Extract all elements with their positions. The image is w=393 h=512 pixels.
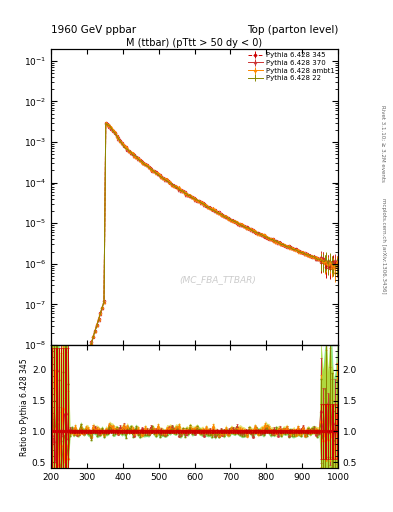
Text: 1960 GeV ppbar: 1960 GeV ppbar [51, 25, 136, 35]
Y-axis label: Ratio to Pythia 6.428 345: Ratio to Pythia 6.428 345 [20, 358, 29, 456]
Text: Rivet 3.1.10; ≥ 3.2M events: Rivet 3.1.10; ≥ 3.2M events [381, 105, 386, 182]
Text: mcplots.cern.ch [arXiv:1306.3436]: mcplots.cern.ch [arXiv:1306.3436] [381, 198, 386, 293]
Text: Top (parton level): Top (parton level) [246, 25, 338, 35]
Legend: Pythia 6.428 345, Pythia 6.428 370, Pythia 6.428 ambt1, Pythia 6.428 22: Pythia 6.428 345, Pythia 6.428 370, Pyth… [246, 51, 336, 83]
Title: M (ttbar) (pTtt > 50 dy < 0): M (ttbar) (pTtt > 50 dy < 0) [127, 38, 263, 48]
Text: (MC_FBA_TTBAR): (MC_FBA_TTBAR) [179, 275, 256, 284]
